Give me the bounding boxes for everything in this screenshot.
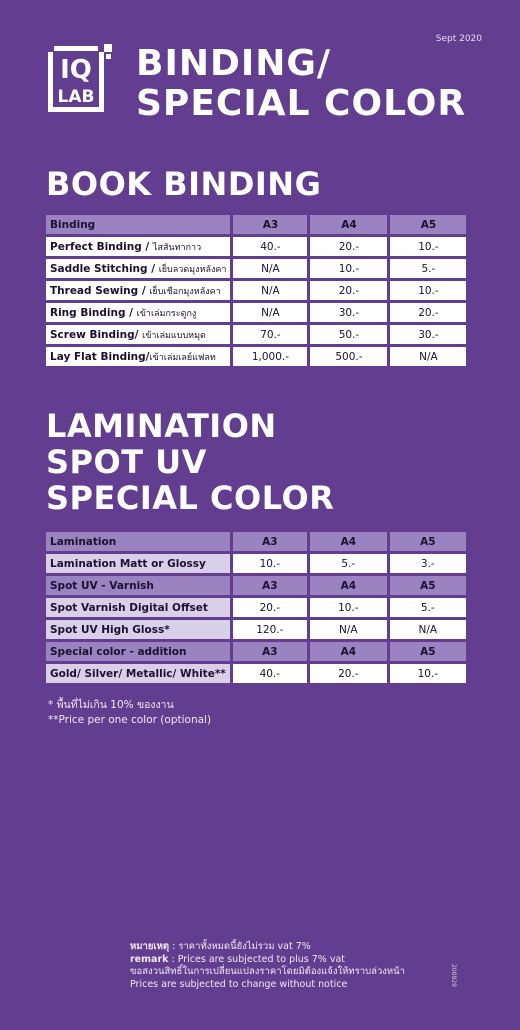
price-a5: 5.-	[389, 598, 466, 617]
col-a3: A3	[232, 576, 307, 595]
price-a3: 120.-	[232, 620, 307, 639]
col-a3: A3	[232, 532, 307, 551]
col-a4: A4	[309, 642, 387, 661]
lamination-title: LAMINATION SPOT UV SPECIAL COLOR	[46, 408, 334, 516]
price-a5: 10.-	[389, 664, 466, 683]
page-title: BINDING/ SPECIAL COLOR	[136, 44, 466, 124]
col-a5: A5	[389, 532, 466, 551]
col-a4: A4	[309, 532, 387, 551]
price-a3: 10.-	[232, 554, 307, 573]
book-binding-title: BOOK BINDING	[46, 165, 322, 203]
price-a3: N/A	[233, 259, 308, 278]
date-label: Sept 2020	[435, 34, 482, 44]
footnote-area: * พื้นที่ไม่เกิน 10% ของงาน	[48, 699, 174, 711]
table-row: Gold/ Silver/ Metallic/ White** 40.- 20.…	[46, 664, 466, 683]
page-title-line1: BINDING/	[136, 43, 332, 84]
price-a3: N/A	[233, 281, 308, 300]
lamination-group-header: Lamination A3 A4 A5	[46, 532, 466, 551]
remark-change-en: Prices are subjected to change without n…	[130, 978, 348, 990]
row-label: Spot Varnish Digital Offset	[46, 598, 230, 617]
row-label: Saddle Stitching / เย็บลวดมุงหลังคา	[46, 259, 231, 278]
col-binding: Binding	[46, 215, 231, 234]
remark-th: หมายเหตุ : ราคาทั้งหมดนี้ยังไม่รวม vat 7…	[130, 941, 311, 952]
price-a3: 40.-	[233, 237, 308, 256]
price-a5: 20.-	[390, 303, 467, 322]
table-row: Spot Varnish Digital Offset 20.- 10.- 5.…	[46, 598, 466, 617]
col-a4: A4	[309, 576, 387, 595]
row-label: Gold/ Silver/ Metallic/ White**	[46, 664, 230, 683]
col-a3: A3	[233, 215, 308, 234]
price-a3: N/A	[233, 303, 308, 322]
price-a5: N/A	[390, 347, 467, 366]
price-a5: 10.-	[390, 281, 467, 300]
group-label: Special color - addition	[46, 642, 230, 661]
table-row: Lay Flat Binding/เข้าเล่มเลย์แฟลท 1,000.…	[46, 347, 467, 366]
group-label: Lamination	[46, 532, 230, 551]
logo-text-top: IQ	[60, 55, 92, 85]
footnotes: * พื้นที่ไม่เกิน 10% ของงาน **Price per …	[48, 698, 211, 728]
price-a4: 30.-	[310, 303, 388, 322]
footnote-price: **Price per one color (optional)	[48, 714, 212, 726]
table-row: Thread Sewing / เย็บเชือกมุงหลังคา N/A 2…	[46, 281, 467, 300]
col-a5: A5	[389, 576, 466, 595]
lamination-title-line1: LAMINATION	[46, 407, 277, 445]
page-title-line2: SPECIAL COLOR	[136, 83, 467, 124]
price-a4: 20.-	[309, 664, 387, 683]
row-label: Lay Flat Binding/เข้าเล่มเลย์แฟลท	[46, 347, 231, 366]
special-color-group-header: Special color - addition A3 A4 A5	[46, 642, 466, 661]
remarks: หมายเหตุ : ราคาทั้งหมดนี้ยังไม่รวม vat 7…	[130, 941, 405, 991]
price-a5: 5.-	[390, 259, 467, 278]
table-row: Screw Binding/ เข้าเล่มแบบหมุด 70.- 50.-…	[46, 325, 467, 344]
price-a5: 30.-	[390, 325, 467, 344]
group-label: Spot UV - Varnish	[46, 576, 230, 595]
iq-lab-logo: IQ LAB	[46, 44, 114, 114]
row-label: Screw Binding/ เข้าเล่มแบบหมุด	[46, 325, 231, 344]
row-label: Perfect Binding / ไสสันทากาว	[46, 237, 231, 256]
price-a3: 40.-	[232, 664, 307, 683]
price-a4: 5.-	[309, 554, 387, 573]
binding-table: Binding A3 A4 A5 Perfect Binding / ไสสัน…	[43, 212, 469, 369]
price-a4: 20.-	[310, 237, 388, 256]
lamination-title-line2: SPOT UV	[46, 443, 207, 481]
lamination-title-line3: SPECIAL COLOR	[46, 479, 335, 517]
remark-en: remark : Prices are subjected to plus 7%…	[130, 953, 346, 965]
document-code: 200929	[450, 964, 458, 987]
remark-change-th: ขอสงวนสิทธิ์ในการเปลี่ยนแปลงราคาโดยมิต้อ…	[130, 966, 406, 977]
col-a5: A5	[389, 642, 466, 661]
price-a4: 20.-	[310, 281, 388, 300]
price-a5: 3.-	[389, 554, 466, 573]
row-label: Ring Binding / เข้าเล่มกระดูกงู	[46, 303, 231, 322]
table-row: Lamination Matt or Glossy 10.- 5.- 3.-	[46, 554, 466, 573]
col-a3: A3	[232, 642, 307, 661]
row-label: Spot UV High Gloss*	[46, 620, 230, 639]
spot-uv-group-header: Spot UV - Varnish A3 A4 A5	[46, 576, 466, 595]
logo-text-bottom: LAB	[58, 87, 95, 107]
binding-table-header: Binding A3 A4 A5	[46, 215, 467, 234]
table-row: Ring Binding / เข้าเล่มกระดูกงู N/A 30.-…	[46, 303, 467, 322]
price-a3: 70.-	[233, 325, 308, 344]
col-a4: A4	[310, 215, 388, 234]
price-a3: 20.-	[232, 598, 307, 617]
price-a5: N/A	[389, 620, 466, 639]
price-a4: 500.-	[310, 347, 388, 366]
price-a3: 1,000.-	[233, 347, 308, 366]
row-label: Thread Sewing / เย็บเชือกมุงหลังคา	[46, 281, 231, 300]
table-row: Spot UV High Gloss* 120.- N/A N/A	[46, 620, 466, 639]
col-a5: A5	[390, 215, 467, 234]
price-a4: 50.-	[310, 325, 388, 344]
price-a4: 10.-	[309, 598, 387, 617]
price-a5: 10.-	[390, 237, 467, 256]
row-label: Lamination Matt or Glossy	[46, 554, 230, 573]
lamination-table: Lamination A3 A4 A5 Lamination Matt or G…	[43, 529, 469, 686]
price-a4: N/A	[309, 620, 387, 639]
table-row: Perfect Binding / ไสสันทากาว 40.- 20.- 1…	[46, 237, 467, 256]
table-row: Saddle Stitching / เย็บลวดมุงหลังคา N/A …	[46, 259, 467, 278]
price-a4: 10.-	[310, 259, 388, 278]
